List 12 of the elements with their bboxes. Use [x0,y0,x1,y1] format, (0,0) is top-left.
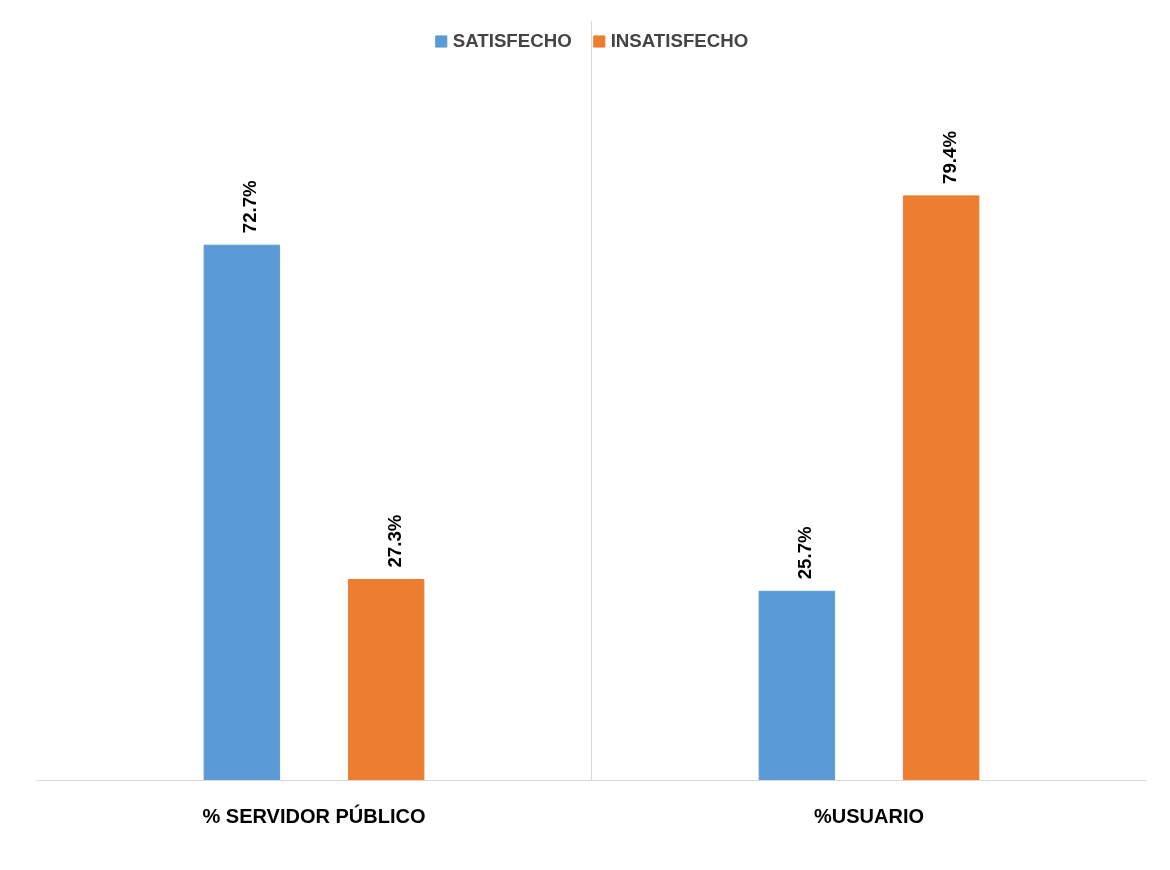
x-tick-label: %USUARIO [814,804,925,827]
data-label: 79.4% [938,130,960,184]
bar [902,195,980,781]
bar [347,578,425,781]
legend-label: INSATISFECHO [610,30,749,52]
bar [203,244,281,781]
data-label: 72.7% [239,179,261,234]
data-label: 25.7% [794,525,816,580]
legend-label: SATISFECHO [452,30,572,52]
bar [758,590,836,781]
x-tick-label: % SERVIDOR PÚBLICO [202,803,426,827]
data-label: 27.3% [383,514,405,568]
